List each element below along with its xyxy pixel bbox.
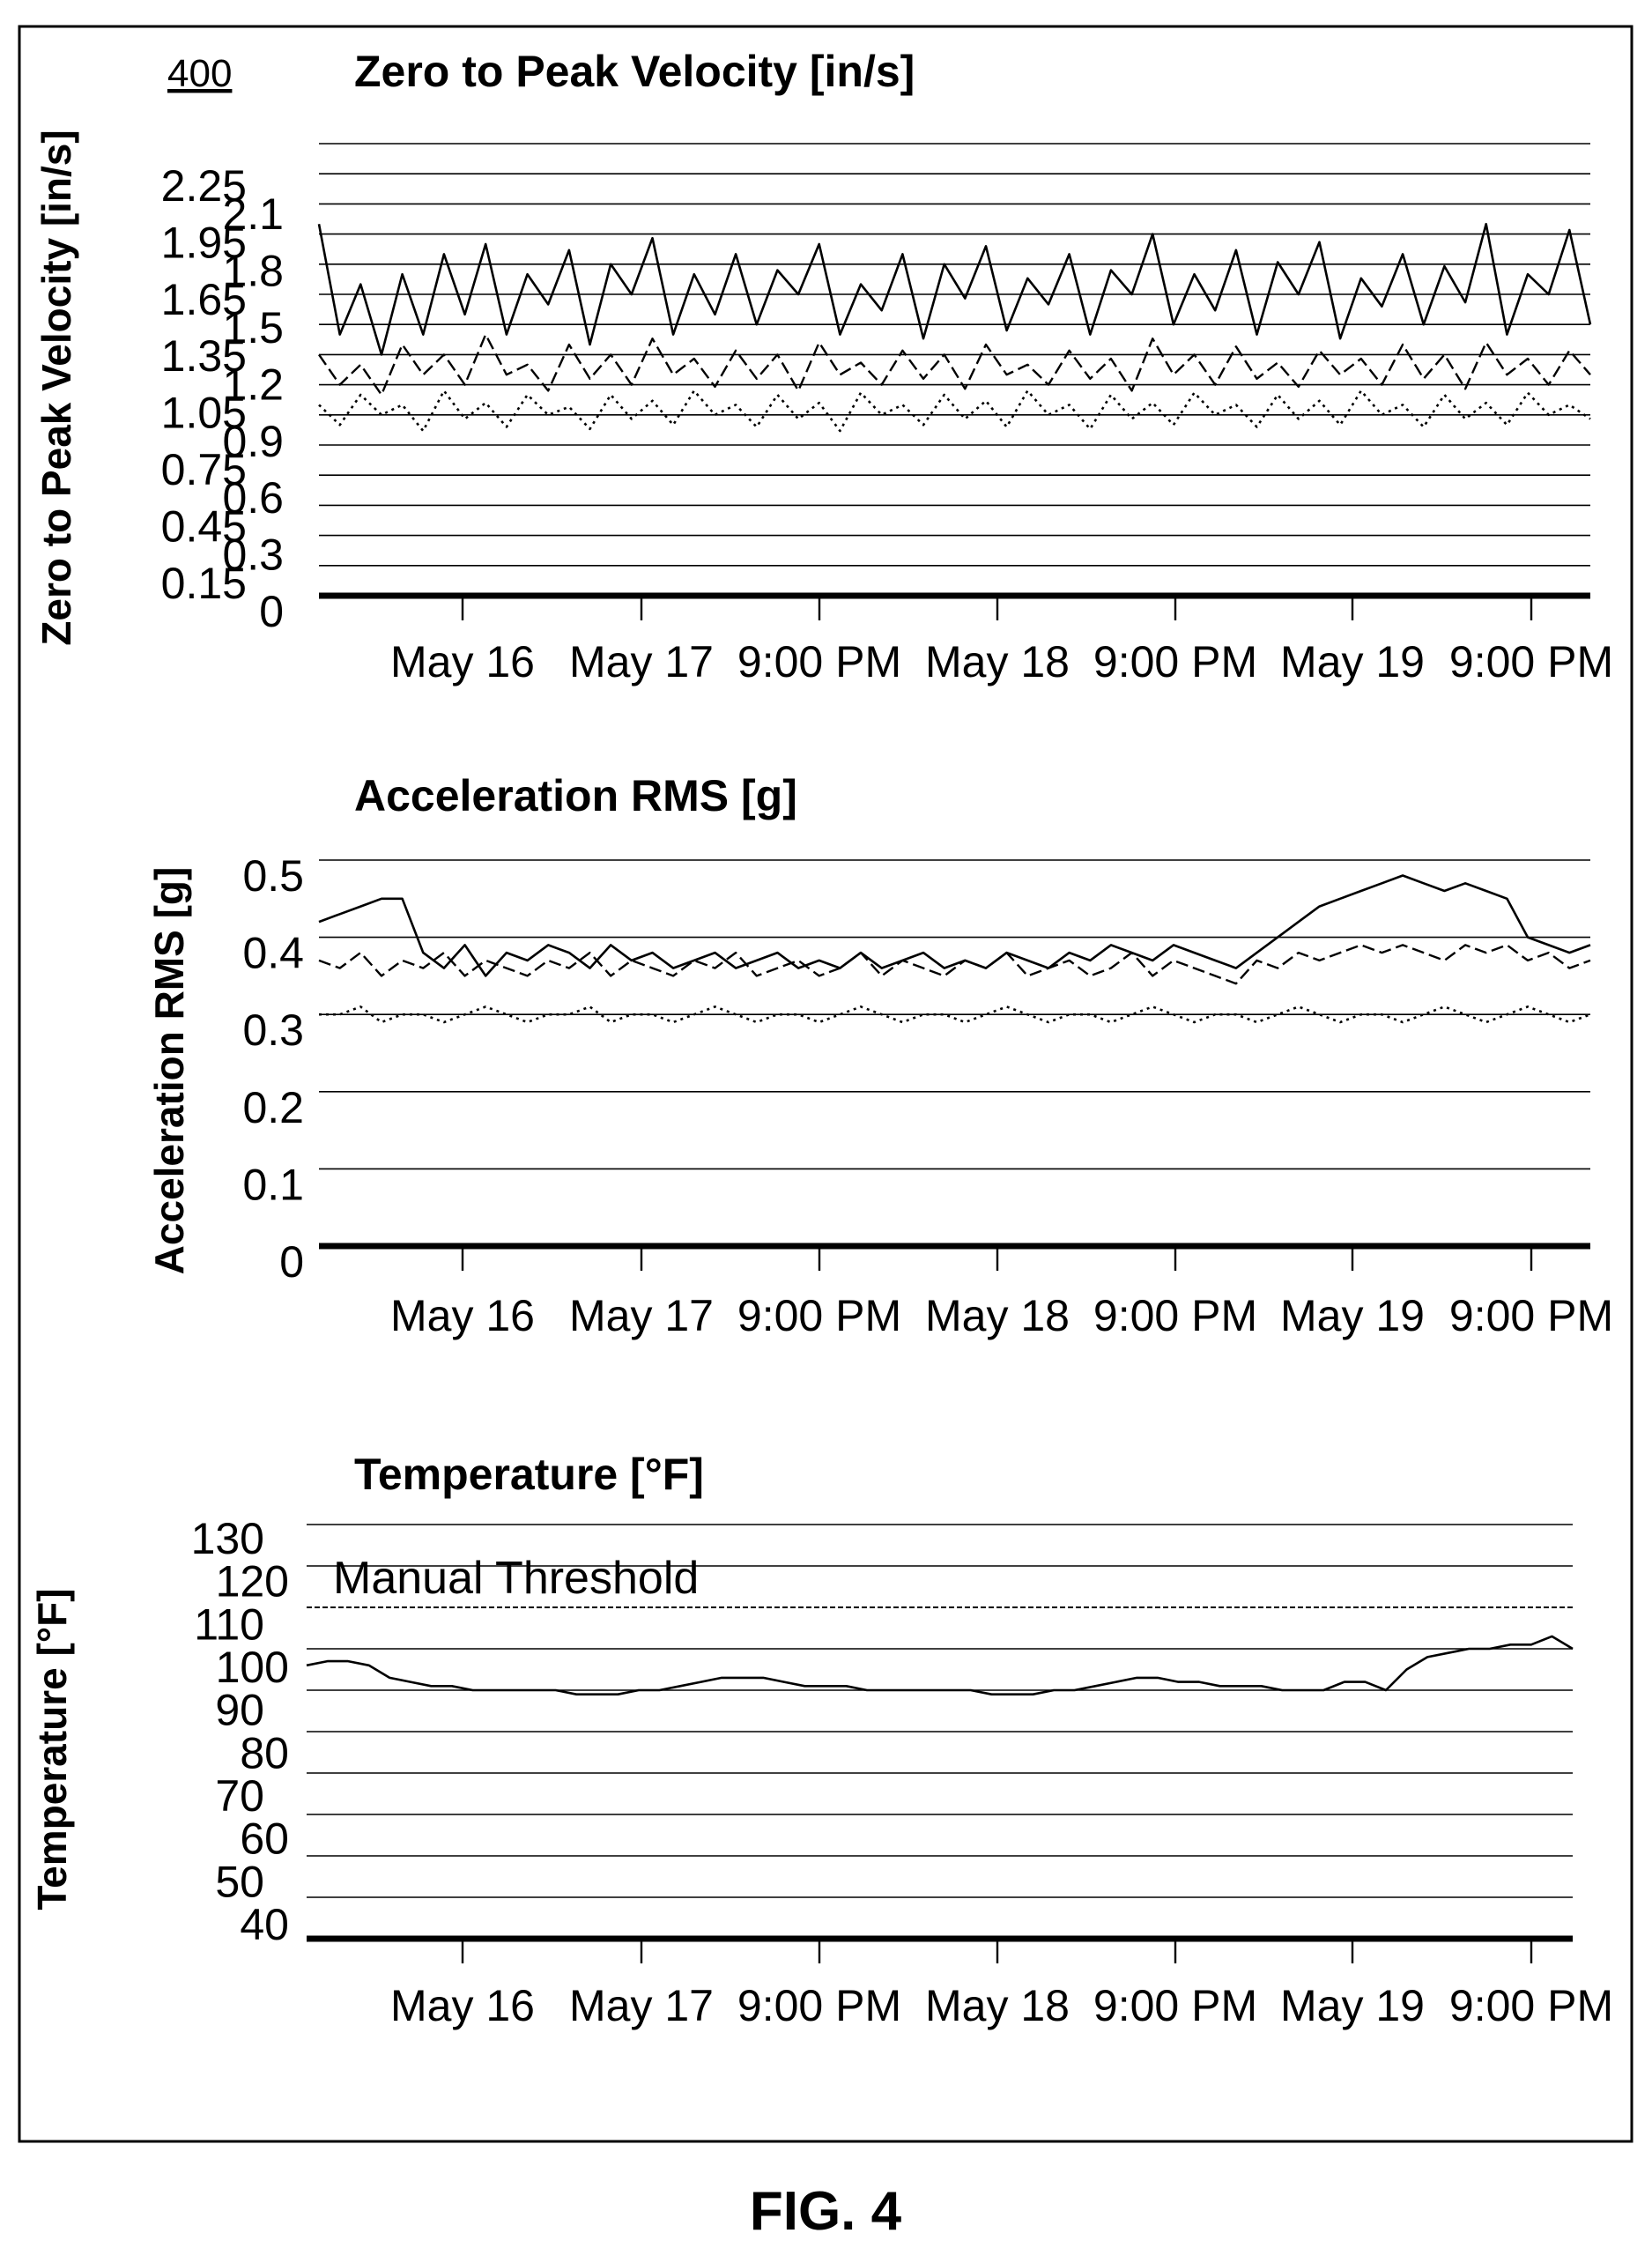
x-tick-label: May 18 <box>925 637 1070 686</box>
x-tick-label: May 16 <box>390 1291 535 1340</box>
y-tick-label: 120 <box>216 1557 289 1606</box>
chart-temperature-xticks: May 16 May 17 9:00 PM May 18 9:00 PM May 19 9:… <box>390 1981 1613 2030</box>
x-tick-label: May 18 <box>925 1291 1070 1340</box>
y-tick-label: 50 <box>215 1857 264 1906</box>
x-tick-label: May 19 <box>1280 637 1425 686</box>
x-tick-label: May 17 <box>569 637 714 686</box>
series-line-solid <box>318 874 1591 977</box>
x-tick-label: May 16 <box>390 637 535 686</box>
y-tick-label: 0 <box>279 1237 304 1287</box>
chart-acceleration-xticks: May 16 May 17 9:00 PM May 18 9:00 PM May 19 9:… <box>390 1291 1613 1340</box>
x-tick-label: May 17 <box>569 1291 714 1340</box>
x-tick-label: 9:00 PM <box>737 1291 901 1340</box>
x-tick-label: May 17 <box>569 1981 714 2030</box>
x-tick-label: 9:00 PM <box>1449 1291 1613 1340</box>
chart-temperature-ylabel: Temperature [°F] <box>29 1588 75 1910</box>
y-tick-label: 1.95 <box>161 218 247 267</box>
x-tick-label: 9:00 PM <box>1449 1981 1613 2030</box>
y-tick-label: 110 <box>194 1599 264 1649</box>
y-tick-label: 130 <box>191 1514 264 1563</box>
x-tick-label: 9:00 PM <box>737 1981 901 2030</box>
y-tick-label: 60 <box>240 1814 289 1864</box>
chart-acceleration-ylabel: Acceleration RMS [g] <box>146 867 192 1275</box>
x-tick-label: May 19 <box>1280 1981 1425 2030</box>
figure-caption: FIG. 4 <box>750 2181 902 2242</box>
y-tick-label: 2.1 <box>222 189 284 239</box>
y-tick-label: 0 <box>259 587 284 636</box>
y-tick-label: 0.3 <box>242 1005 304 1055</box>
x-tick-label: May 16 <box>390 1981 535 2030</box>
y-tick-label: 80 <box>240 1728 289 1777</box>
chart-temperature-plot <box>306 1524 1574 1963</box>
y-tick-label: 1.35 <box>161 331 247 381</box>
series-line-solid <box>306 1635 1574 1695</box>
chart-velocity-plot <box>317 143 1592 620</box>
y-tick-label: 0.3 <box>222 531 284 580</box>
y-tick-label: 90 <box>215 1686 264 1735</box>
chart-velocity-yticks: 2.252.11.951.81.651.51.351.21.050.90.750… <box>161 161 284 636</box>
series-line-dashed <box>318 333 1591 397</box>
y-tick-label: 0.9 <box>222 417 284 466</box>
chart-acceleration-plot <box>318 859 1591 1271</box>
y-tick-label: 0.2 <box>242 1083 304 1132</box>
y-tick-label: 1.2 <box>222 360 284 409</box>
y-tick-label: 1.5 <box>222 303 284 352</box>
x-tick-label: 9:00 PM <box>737 637 901 686</box>
y-tick-label: 0.4 <box>242 929 304 978</box>
threshold-label: Manual Threshold <box>333 1553 699 1604</box>
y-tick-label: 1.65 <box>161 275 247 324</box>
series-line-solid <box>317 222 1592 356</box>
chart-acceleration: Acceleration RMS [g] Acceleration RMS [g… <box>146 771 1613 1340</box>
series-line-dashed <box>318 944 1591 985</box>
y-tick-label: 100 <box>216 1643 289 1692</box>
figure-frame <box>18 25 1633 2143</box>
y-tick-label: 40 <box>240 1900 289 1949</box>
chart-temperature: Temperature [°F] Temperature [°F] Manual… <box>29 1450 1613 2030</box>
x-tick-label: 9:00 PM <box>1093 637 1257 686</box>
x-tick-label: 9:00 PM <box>1093 1981 1257 2030</box>
y-tick-label: 2.25 <box>161 161 247 211</box>
y-tick-label: 0.5 <box>242 851 304 901</box>
chart-temperature-title: Temperature [°F] <box>354 1450 704 1499</box>
series-line-dotted <box>319 1005 1591 1024</box>
y-tick-label: 0.75 <box>161 445 247 494</box>
chart-velocity-ylabel: Zero to Peak Velocity [in/s] <box>33 130 79 645</box>
chart-velocity-title: Zero to Peak Velocity [in/s] <box>354 47 915 96</box>
y-tick-label: 1.8 <box>222 247 284 296</box>
x-tick-label: 9:00 PM <box>1093 1291 1257 1340</box>
y-tick-label: 1.05 <box>161 389 247 438</box>
figure-ref-number: 400 <box>167 52 232 95</box>
series-line-dotted <box>318 390 1591 433</box>
x-tick-label: 9:00 PM <box>1449 637 1613 686</box>
y-tick-label: 0.6 <box>222 473 284 523</box>
y-tick-label: 0.15 <box>161 559 247 608</box>
x-tick-label: May 19 <box>1280 1291 1425 1340</box>
chart-acceleration-yticks: 0.5 0.4 0.3 0.2 0.1 0 <box>242 851 304 1287</box>
x-tick-label: May 18 <box>925 1981 1070 2030</box>
y-tick-label: 0.45 <box>161 501 247 551</box>
y-tick-label: 0.1 <box>242 1160 304 1209</box>
chart-velocity-xticks: May 16 May 17 9:00 PM May 18 9:00 PM May 19 9:… <box>390 637 1613 686</box>
chart-acceleration-title: Acceleration RMS [g] <box>354 771 797 820</box>
y-tick-label: 70 <box>215 1771 264 1821</box>
chart-velocity: Zero to Peak Velocity [in/s] Zero to Pea… <box>33 47 1613 686</box>
